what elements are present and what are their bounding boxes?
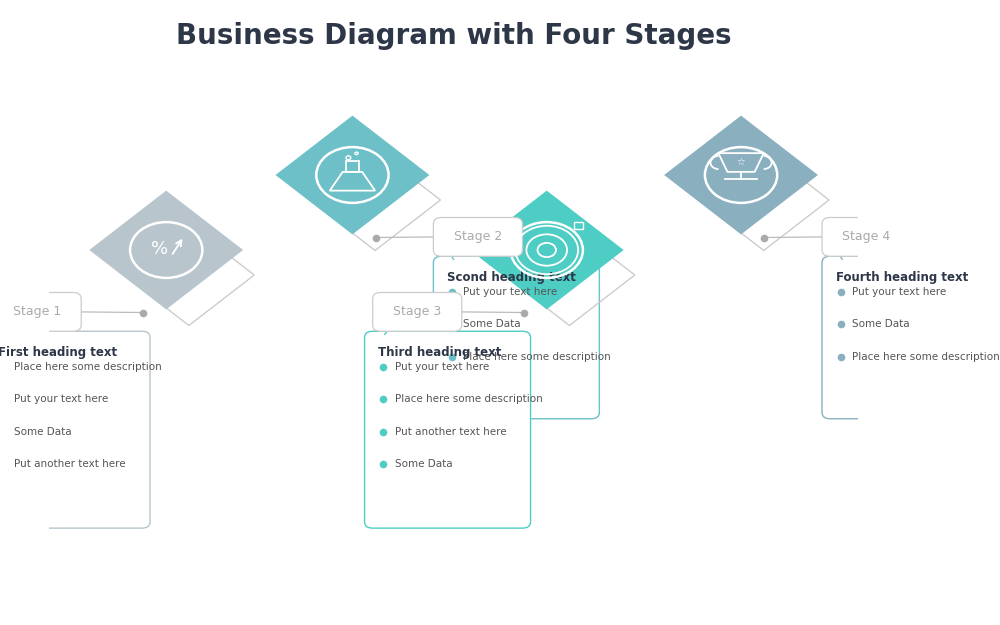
Text: Some Data: Some Data xyxy=(14,427,72,437)
Text: Place here some description: Place here some description xyxy=(463,352,611,362)
Text: Stage 2: Stage 2 xyxy=(454,231,502,243)
FancyBboxPatch shape xyxy=(822,256,988,419)
Text: Business Diagram with Four Stages: Business Diagram with Four Stages xyxy=(176,22,731,50)
Text: Put your text here: Put your text here xyxy=(14,394,108,404)
Text: Some Data: Some Data xyxy=(852,319,910,329)
FancyBboxPatch shape xyxy=(433,256,599,419)
Text: %: % xyxy=(151,240,168,258)
Text: Third heading text: Third heading text xyxy=(378,346,502,359)
Text: Put your text here: Put your text here xyxy=(463,287,558,297)
Text: Put your text here: Put your text here xyxy=(395,362,489,372)
Text: Put another text here: Put another text here xyxy=(395,427,506,437)
FancyBboxPatch shape xyxy=(0,331,150,528)
Polygon shape xyxy=(276,116,429,234)
Text: Put another text here: Put another text here xyxy=(14,459,126,469)
Text: Put your text here: Put your text here xyxy=(852,287,946,297)
Text: Stage 1: Stage 1 xyxy=(13,306,61,318)
FancyBboxPatch shape xyxy=(822,217,911,256)
Text: Some Data: Some Data xyxy=(395,459,452,469)
Text: Place here some description: Place here some description xyxy=(395,394,542,404)
FancyBboxPatch shape xyxy=(433,217,522,256)
Text: Some Data: Some Data xyxy=(463,319,521,329)
Text: Place here some description: Place here some description xyxy=(14,362,162,372)
Text: Fourth heading text: Fourth heading text xyxy=(836,271,968,284)
Text: Place here some description: Place here some description xyxy=(852,352,1000,362)
Polygon shape xyxy=(470,191,624,309)
Polygon shape xyxy=(664,116,818,234)
Text: ☆: ☆ xyxy=(737,157,745,167)
Polygon shape xyxy=(89,191,243,309)
Text: First heading text: First heading text xyxy=(0,346,117,359)
Text: Stage 4: Stage 4 xyxy=(842,231,891,243)
FancyBboxPatch shape xyxy=(365,331,531,528)
FancyBboxPatch shape xyxy=(373,292,462,331)
Text: Scond heading text: Scond heading text xyxy=(447,271,576,284)
Text: Stage 3: Stage 3 xyxy=(393,306,441,318)
FancyBboxPatch shape xyxy=(0,292,81,331)
